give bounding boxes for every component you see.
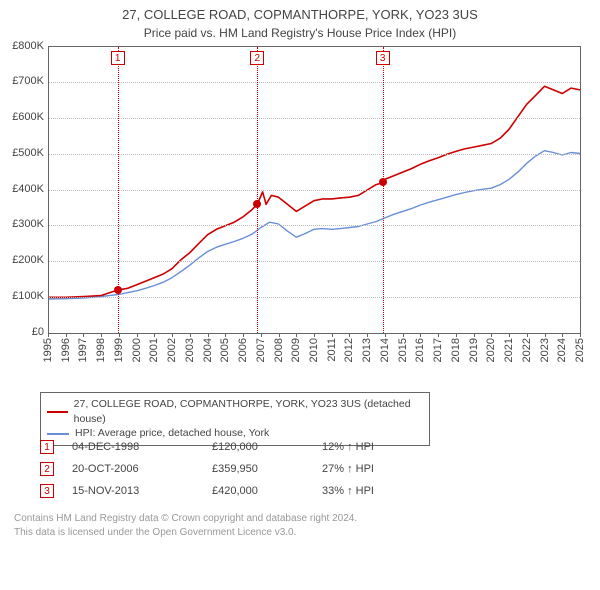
y-tick-label: £200K [12,254,44,266]
footer: Contains HM Land Registry data © Crown c… [14,512,586,539]
legend-row-property: 27, COLLEGE ROAD, COPMANTHORPE, YORK, YO… [47,397,423,426]
legend-swatch-property [47,411,68,413]
marker-dot [379,178,387,186]
x-tick-label: 2019 [468,338,480,362]
gridline [48,261,580,262]
marker-dot [253,200,261,208]
x-tick-label: 1998 [95,338,107,362]
x-tick-label: 1995 [42,338,54,362]
annotation-price: £420,000 [212,485,322,497]
x-tick-label: 2018 [450,338,462,362]
marker-dot [114,286,122,294]
gridline [48,225,580,226]
x-tick-label: 2020 [485,338,497,362]
y-tick-label: £300K [12,218,44,230]
legend-swatch-hpi [47,433,69,435]
x-tick-label: 2015 [397,338,409,362]
legend-label-property: 27, COLLEGE ROAD, COPMANTHORPE, YORK, YO… [74,397,423,426]
annotation-row: 1 04-DEC-1998£120,00012% ↑ HPI [40,436,374,458]
x-tick-label: 2023 [539,338,551,362]
x-tick-label: 2001 [148,338,160,362]
x-tick-label: 2025 [574,338,586,362]
x-tick-label: 2004 [202,338,214,362]
gridline [48,190,580,191]
marker-vline [257,47,258,333]
annotation-date: 15-NOV-2013 [72,485,212,497]
chart: £0£100K£200K£300K£400K£500K£600K£700K£80… [0,46,600,382]
annotation-box: 1 [40,440,54,454]
chart-titles: 27, COLLEGE ROAD, COPMANTHORPE, YORK, YO… [0,0,600,40]
footer-line1: Contains HM Land Registry data © Crown c… [14,512,586,526]
x-tick-label: 2002 [166,338,178,362]
x-tick-label: 2007 [255,338,267,362]
chart-subtitle: Price paid vs. HM Land Registry's House … [0,26,600,40]
x-tick-label: 2003 [184,338,196,362]
gridline [48,297,580,298]
x-tick-label: 2016 [414,338,426,362]
x-tick-label: 2006 [237,338,249,362]
x-tick-label: 2000 [131,338,143,362]
page: { "title": "27, COLLEGE ROAD, COPMANTHOR… [0,0,600,590]
annotation-box: 3 [40,484,54,498]
marker-box: 2 [250,51,264,65]
y-tick-label: £0 [32,326,44,338]
y-tick-label: £500K [12,147,44,159]
annotation-date: 04-DEC-1998 [72,441,212,453]
y-tick-label: £800K [12,40,44,52]
annotation-delta: 27% ↑ HPI [322,463,374,475]
x-tick-label: 2013 [361,338,373,362]
x-tick-label: 1996 [60,338,72,362]
annotation-box: 2 [40,462,54,476]
chart-title: 27, COLLEGE ROAD, COPMANTHORPE, YORK, YO… [0,6,600,24]
x-tick-label: 1999 [113,338,125,362]
y-tick-label: £600K [12,111,44,123]
x-tick-label: 2010 [308,338,320,362]
x-tick-label: 2009 [290,338,302,362]
x-tick-label: 2017 [432,338,444,362]
annotation-table: 1 04-DEC-1998£120,00012% ↑ HPI 2 20-OCT-200… [40,436,374,502]
x-tick-label: 2022 [521,338,533,362]
x-tick-label: 2021 [503,338,515,362]
x-tick-label: 2011 [326,338,338,362]
gridline [48,154,580,155]
marker-box: 3 [376,51,390,65]
annotation-row: 3 15-NOV-2013£420,00033% ↑ HPI [40,480,374,502]
marker-vline [383,47,384,333]
annotation-row: 2 20-OCT-2006£359,95027% ↑ HPI [40,458,374,480]
annotation-price: £120,000 [212,441,322,453]
footer-line2: This data is licensed under the Open Gov… [14,526,586,540]
x-tick-label: 2012 [343,338,355,362]
y-tick-label: £400K [12,183,44,195]
y-tick-label: £100K [12,290,44,302]
y-tick-label: £700K [12,75,44,87]
annotation-price: £359,950 [212,463,322,475]
gridline [48,82,580,83]
annotation-delta: 12% ↑ HPI [322,441,374,453]
plot-area: 1 2 3 [48,46,581,333]
x-tick-label: 2008 [273,338,285,362]
annotation-delta: 33% ↑ HPI [322,485,374,497]
x-tick-label: 2014 [379,338,391,362]
gridline [48,118,580,119]
x-tick-label: 2005 [219,338,231,362]
annotation-date: 20-OCT-2006 [72,463,212,475]
x-tick-label: 1997 [77,338,89,362]
marker-box: 1 [111,51,125,65]
x-tick-label: 2024 [556,338,568,362]
